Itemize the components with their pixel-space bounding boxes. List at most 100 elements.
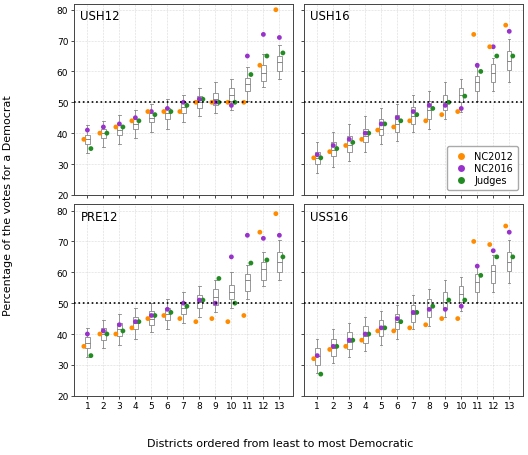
- Bar: [411, 108, 416, 125]
- Point: [87, 146, 95, 153]
- Point: [377, 121, 385, 128]
- Point: [159, 109, 168, 116]
- Point: [381, 121, 389, 128]
- Bar: [117, 324, 121, 336]
- Point: [477, 69, 485, 76]
- Point: [445, 297, 453, 304]
- Point: [508, 53, 517, 61]
- Point: [345, 136, 353, 144]
- Point: [131, 318, 139, 326]
- Point: [406, 324, 414, 332]
- Point: [247, 72, 255, 79]
- Bar: [85, 136, 90, 145]
- Bar: [165, 308, 169, 320]
- Point: [167, 109, 175, 116]
- Point: [326, 149, 334, 156]
- Text: USS16: USS16: [310, 211, 348, 224]
- Point: [421, 118, 430, 125]
- Bar: [229, 285, 233, 299]
- Point: [508, 254, 517, 261]
- Point: [275, 35, 284, 42]
- Point: [460, 93, 469, 101]
- Point: [425, 306, 433, 313]
- Point: [493, 53, 501, 61]
- Point: [199, 297, 207, 304]
- Point: [505, 29, 513, 36]
- Bar: [443, 96, 448, 111]
- Point: [373, 127, 382, 134]
- Point: [259, 32, 268, 39]
- Point: [83, 127, 92, 134]
- Point: [409, 309, 418, 316]
- Point: [373, 328, 382, 335]
- Point: [211, 300, 220, 307]
- Bar: [379, 120, 383, 136]
- Point: [329, 343, 337, 350]
- Point: [227, 102, 235, 110]
- Bar: [197, 97, 202, 109]
- Point: [111, 124, 120, 131]
- Point: [390, 328, 398, 335]
- Point: [80, 343, 88, 350]
- Point: [342, 142, 350, 150]
- Point: [412, 112, 421, 119]
- Point: [115, 321, 124, 329]
- Point: [469, 238, 478, 246]
- Point: [195, 96, 204, 104]
- Point: [240, 100, 248, 107]
- Point: [317, 155, 325, 162]
- Point: [96, 130, 104, 137]
- Point: [83, 331, 92, 338]
- Bar: [213, 94, 218, 106]
- Bar: [491, 65, 495, 83]
- Bar: [395, 116, 400, 132]
- Point: [163, 106, 172, 113]
- Point: [317, 371, 325, 378]
- Bar: [165, 109, 169, 120]
- Bar: [245, 78, 250, 92]
- Point: [279, 50, 287, 57]
- Point: [192, 318, 200, 326]
- Point: [505, 229, 513, 236]
- Point: [309, 155, 318, 162]
- Bar: [459, 287, 464, 302]
- Bar: [101, 328, 106, 340]
- Point: [163, 306, 172, 313]
- Bar: [491, 265, 495, 283]
- Point: [96, 331, 104, 338]
- Point: [333, 146, 341, 153]
- Point: [457, 106, 466, 113]
- Text: Percentage of the votes for a Democrat: Percentage of the votes for a Democrat: [3, 95, 13, 315]
- Bar: [507, 52, 512, 71]
- Point: [183, 102, 191, 110]
- Bar: [229, 89, 233, 101]
- Point: [119, 124, 127, 131]
- Point: [279, 254, 287, 261]
- Point: [460, 297, 469, 304]
- Point: [377, 324, 385, 332]
- Point: [275, 232, 284, 239]
- Bar: [475, 274, 479, 293]
- Bar: [427, 101, 431, 120]
- Point: [438, 315, 446, 323]
- Point: [348, 139, 357, 147]
- Point: [115, 121, 124, 128]
- Point: [87, 352, 95, 359]
- Point: [135, 118, 143, 125]
- Point: [259, 235, 268, 243]
- Point: [357, 136, 366, 144]
- Point: [231, 300, 239, 307]
- Point: [150, 112, 159, 119]
- Point: [208, 315, 216, 323]
- Point: [393, 115, 401, 122]
- Bar: [315, 152, 319, 165]
- Point: [211, 100, 220, 107]
- Bar: [315, 348, 319, 365]
- Point: [445, 100, 453, 107]
- Point: [179, 100, 187, 107]
- Point: [493, 254, 501, 261]
- Point: [477, 272, 485, 279]
- Bar: [427, 299, 431, 317]
- Bar: [101, 129, 106, 138]
- Point: [473, 263, 482, 270]
